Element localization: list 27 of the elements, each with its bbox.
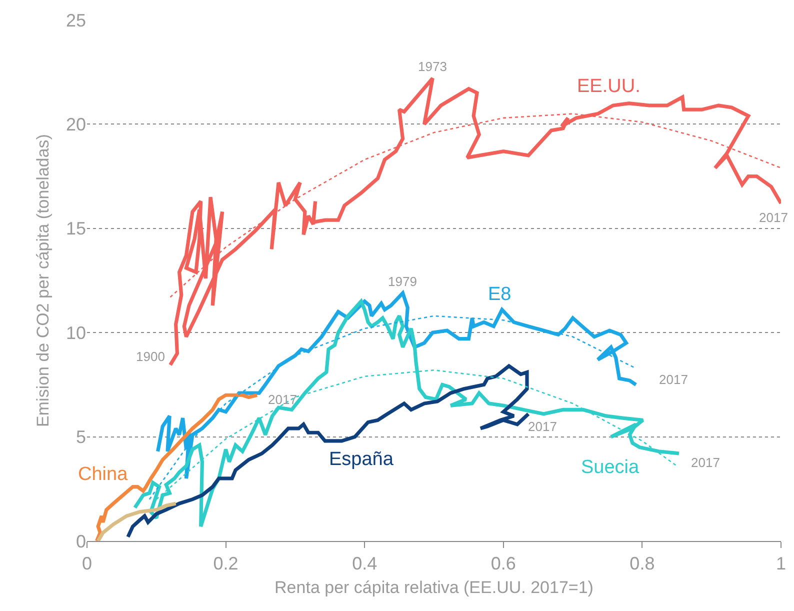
x-tick-label: 1: [776, 554, 786, 574]
series-label: E8: [488, 284, 512, 305]
y-tick-label: 0: [76, 531, 86, 552]
annotation: 2017: [759, 210, 788, 225]
series-label: España: [329, 449, 394, 470]
y-axis-title: Emision de CO2 per cápita (toneladas): [34, 134, 53, 427]
y-tick-label: 25: [66, 10, 86, 30]
series-label: Suecia: [581, 457, 640, 478]
annotation: 2017: [659, 372, 688, 387]
y-tick-label: 10: [66, 322, 86, 343]
y-tick-label: 15: [66, 218, 86, 239]
annotation: 1979: [388, 274, 417, 289]
x-tick-label: 0.4: [352, 554, 378, 574]
series-label: EE.UU.: [577, 76, 640, 97]
x-tick-label: 0.2: [213, 554, 238, 574]
line-series: [126, 364, 530, 539]
series-label: China: [78, 464, 128, 485]
y-tick-label: 20: [66, 114, 86, 134]
x-axis-title: Renta per cápita relativa (EE.UU. 2017=1): [274, 578, 594, 597]
annotation: 1900: [136, 349, 165, 364]
annotation: 2017: [691, 455, 720, 470]
line-series: [96, 502, 178, 541]
y-tick-label: 5: [76, 427, 86, 448]
x-tick-label: 0.8: [630, 554, 655, 574]
annotation: 1973: [418, 59, 447, 74]
x-tick-label: 0.6: [490, 554, 516, 574]
annotation: 2017: [528, 419, 557, 434]
